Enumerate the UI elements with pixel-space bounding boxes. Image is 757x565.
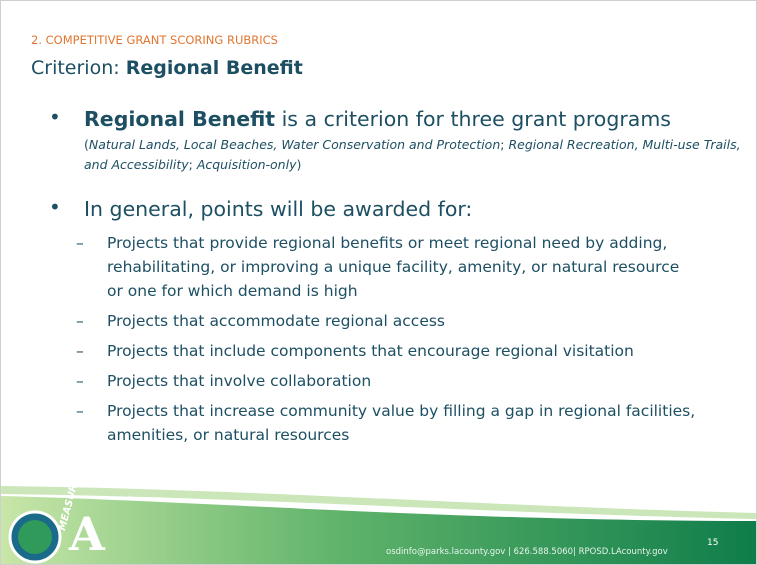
footer-wave-light: [1, 486, 756, 519]
slide-title: Criterion: Regional Benefit: [31, 57, 303, 79]
title-bold: Regional Benefit: [125, 57, 303, 79]
bullet-rest: is a criterion for three grant programs: [275, 107, 671, 131]
page-number: 15: [707, 538, 719, 548]
sub-item: Projects that accommodate regional acces…: [76, 309, 697, 333]
sub-item: Projects that include components that en…: [76, 339, 697, 363]
section-label: 2. COMPETITIVE GRANT SCORING RUBRICS: [31, 33, 278, 47]
bullet: • Regional Benefit is a criterion for th…: [49, 105, 749, 175]
sub-item: Projects that involve collaboration: [76, 369, 697, 393]
note-part: Regional Recreation, Multi-use Trails, a…: [84, 137, 741, 172]
sub-item: Projects that provide regional benefits …: [76, 231, 697, 303]
note-part: ;: [188, 157, 197, 172]
note-part: ): [296, 157, 302, 172]
sub-list: Projects that provide regional benefits …: [76, 231, 749, 447]
sub-item: Projects that increase community value b…: [76, 399, 697, 447]
bullet-bold: Regional Benefit: [84, 107, 276, 131]
footer-contact: osdinfo@parks.lacounty.gov | 626.588.506…: [386, 547, 668, 557]
bullet-note: (Natural Lands, Local Beaches, Water Con…: [84, 135, 749, 175]
title-prefix: Criterion:: [31, 57, 120, 79]
logo-letter: A: [69, 507, 105, 561]
note-part: Acquisition-only: [196, 157, 297, 172]
bullet-text: Regional Benefit is a criterion for thre…: [84, 105, 749, 133]
note-part: (: [84, 137, 89, 152]
note-part: Natural Lands, Local Beaches, Water Cons…: [88, 137, 501, 152]
bullet-dot: •: [49, 195, 61, 219]
bullet-text: In general, points will be awarded for:: [84, 197, 473, 221]
note-part: ;: [500, 137, 509, 152]
seal-inner: [18, 520, 52, 554]
footer-wave: [1, 496, 756, 564]
bullet-dot: •: [49, 105, 61, 129]
bullet: • In general, points will be awarded for…: [49, 195, 749, 453]
